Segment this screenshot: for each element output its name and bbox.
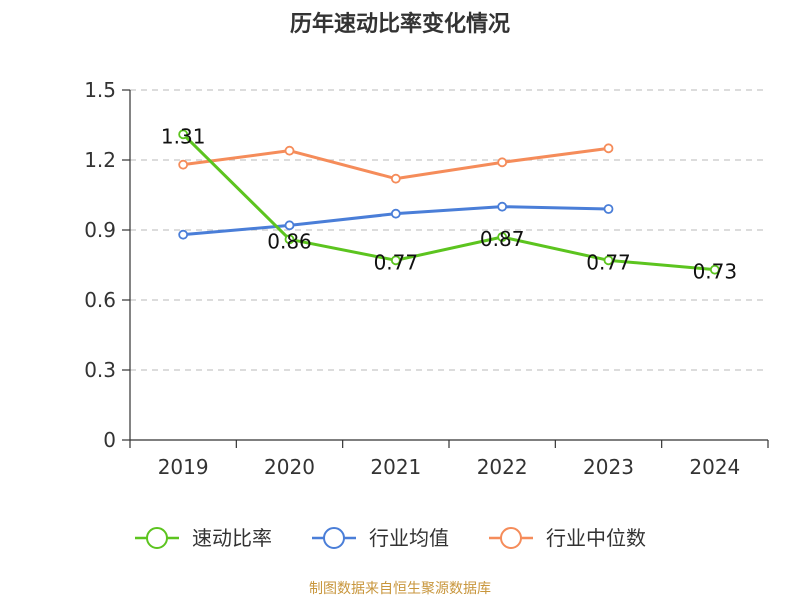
x-tick-label: 2019 xyxy=(158,455,209,479)
chart-title: 历年速动比率变化情况 xyxy=(289,12,510,37)
data-point xyxy=(603,255,614,266)
data-point xyxy=(284,220,295,231)
data-point xyxy=(390,173,401,184)
y-tick-label: 1.5 xyxy=(84,78,116,102)
axes: 0 0.3 0.6 0.9 1.2 1.5 2019 2020 2021 2022 2023 2024 xyxy=(84,78,769,479)
data-point xyxy=(284,234,295,245)
legend-marker-icon xyxy=(146,527,168,549)
series-line xyxy=(182,133,715,272)
data-label: 0.86 xyxy=(267,229,312,253)
y-tick-label: 0 xyxy=(103,428,116,452)
data-point xyxy=(178,159,189,170)
legend-item: 行业中位数 xyxy=(489,526,646,550)
legend-marker-icon xyxy=(500,527,522,549)
data-point xyxy=(390,208,401,219)
y-tick-label: 1.2 xyxy=(84,148,116,172)
data-point xyxy=(497,157,508,168)
data-label: 1.31 xyxy=(161,124,206,148)
legend-label: 速动比率 xyxy=(192,526,272,550)
x-tick-label: 2024 xyxy=(689,455,740,479)
legend-marker-icon xyxy=(323,527,345,549)
y-tick-label: 0.9 xyxy=(84,218,116,242)
x-tick-label: 2020 xyxy=(264,455,315,479)
source-note: 制图数据来自恒生聚源数据库 xyxy=(309,581,491,597)
y-tick-label: 0.6 xyxy=(84,288,116,312)
legend-label: 行业中位数 xyxy=(546,526,646,550)
data-point xyxy=(178,229,189,240)
data-label: 0.73 xyxy=(693,260,738,284)
data-label: 0.77 xyxy=(586,250,631,274)
data-point xyxy=(390,255,401,266)
x-tick-label: 2022 xyxy=(477,455,528,479)
legend-label: 行业均值 xyxy=(369,526,449,550)
data-point xyxy=(603,204,614,214)
data-point xyxy=(178,129,189,140)
grid-lines xyxy=(130,89,768,371)
x-tick-label: 2023 xyxy=(583,455,634,479)
legend-item: 速动比率 xyxy=(135,526,272,550)
series-lines xyxy=(178,129,720,275)
data-label: 0.77 xyxy=(374,250,419,274)
legend: 速动比率 行业均值 行业中位数 xyxy=(135,526,646,550)
data-point xyxy=(497,201,508,212)
x-tick-label: 2021 xyxy=(370,455,421,479)
data-point xyxy=(709,264,720,275)
data-point xyxy=(284,145,295,156)
data-point xyxy=(497,232,508,242)
data-point xyxy=(603,143,614,154)
y-tick-label: 0.3 xyxy=(84,358,116,382)
data-labels: 1.31 0.86 0.77 0.87 0.77 0.73 xyxy=(161,124,737,283)
data-label: 0.87 xyxy=(480,227,525,251)
legend-item: 行业均值 xyxy=(312,526,449,550)
